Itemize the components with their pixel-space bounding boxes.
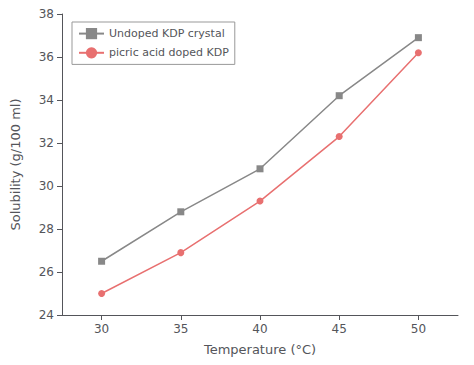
svg-text:picric acid doped KDP: picric acid doped KDP bbox=[109, 46, 229, 59]
svg-text:40: 40 bbox=[252, 322, 267, 336]
svg-text:50: 50 bbox=[411, 322, 426, 336]
svg-text:35: 35 bbox=[173, 322, 188, 336]
svg-text:38: 38 bbox=[39, 7, 54, 21]
svg-text:45: 45 bbox=[332, 322, 347, 336]
svg-text:Solubility (g/100 ml): Solubility (g/100 ml) bbox=[8, 98, 23, 230]
svg-text:24: 24 bbox=[39, 308, 54, 322]
svg-text:36: 36 bbox=[39, 50, 54, 64]
svg-text:Undoped KDP crystal: Undoped KDP crystal bbox=[109, 27, 225, 40]
svg-text:32: 32 bbox=[39, 136, 54, 150]
svg-text:26: 26 bbox=[39, 265, 54, 279]
svg-text:Temperature (°C): Temperature (°C) bbox=[203, 342, 316, 357]
svg-text:28: 28 bbox=[39, 222, 54, 236]
svg-text:30: 30 bbox=[39, 179, 54, 193]
svg-text:34: 34 bbox=[39, 93, 54, 107]
svg-text:30: 30 bbox=[94, 322, 109, 336]
